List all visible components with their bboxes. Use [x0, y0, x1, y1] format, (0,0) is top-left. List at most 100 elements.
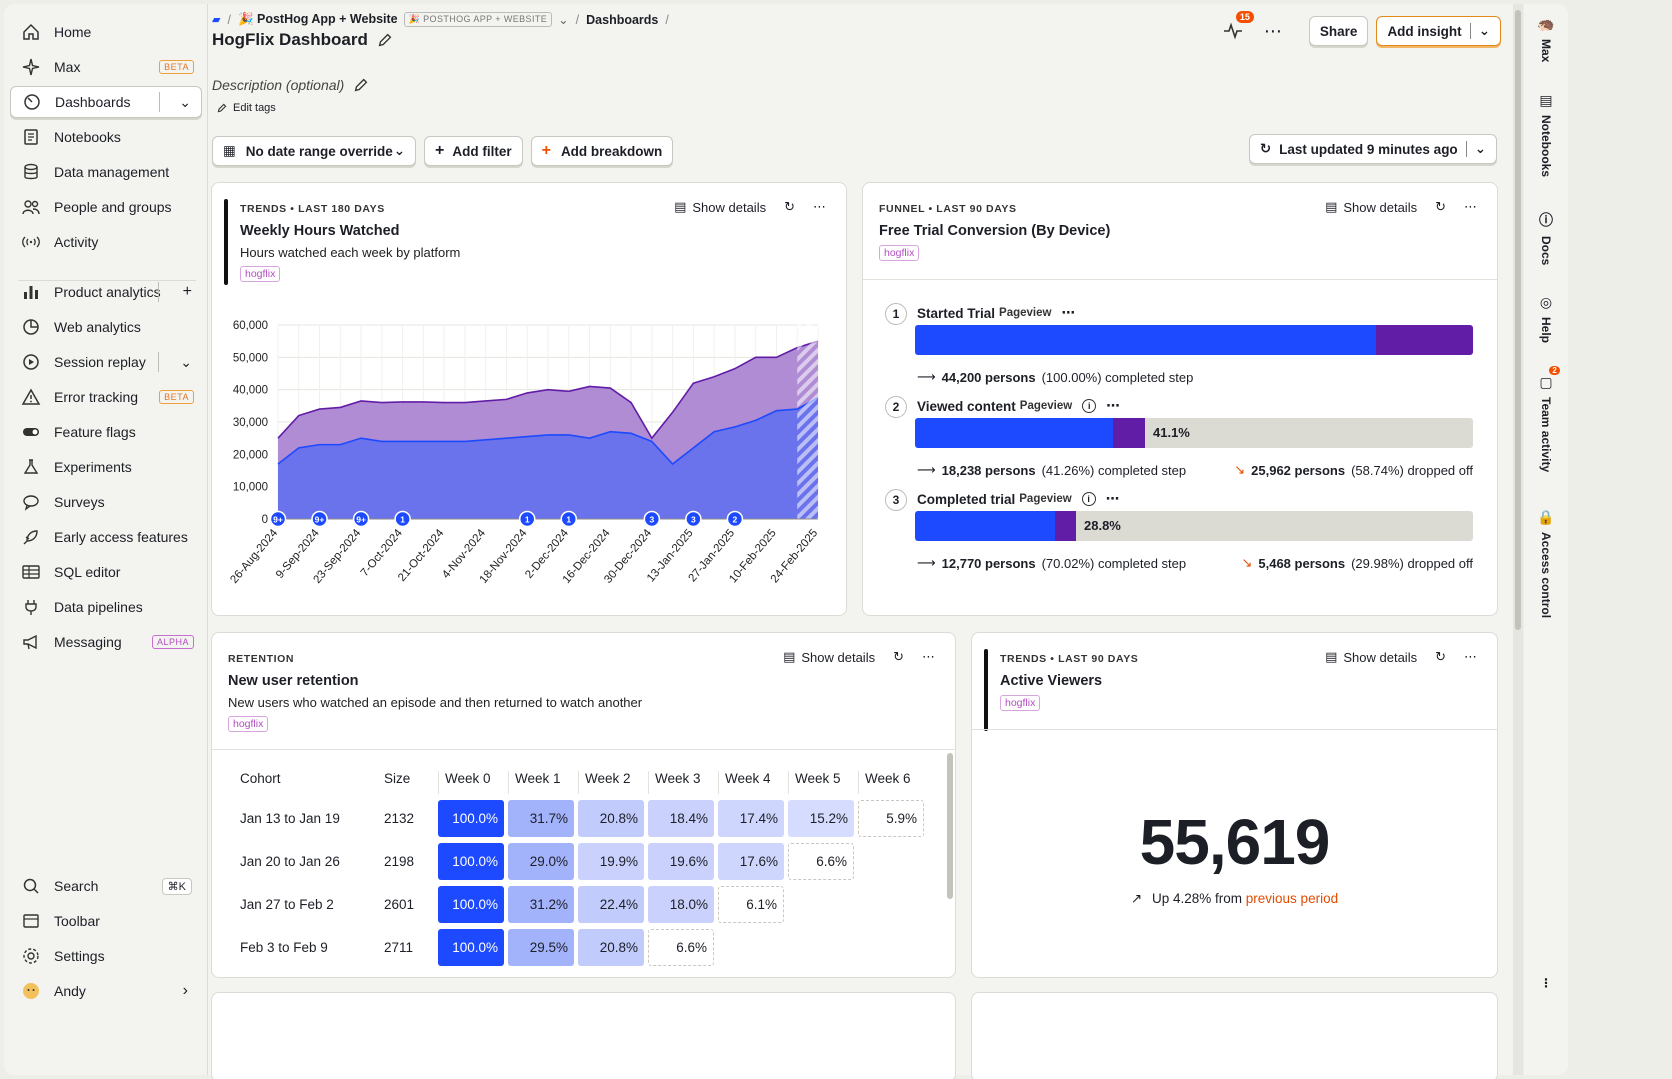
retention-cell[interactable]: 100.0% — [438, 800, 504, 837]
completed-count[interactable]: 18,238 persons — [941, 462, 1036, 478]
dashboard-title[interactable]: HogFlix Dashboard — [212, 30, 368, 49]
retention-cell[interactable]: 29.5% — [508, 929, 574, 966]
card-title[interactable]: Free Trial Conversion (By Device) — [879, 223, 1111, 239]
sidebar-item-people-and-groups[interactable]: People and groups — [10, 191, 202, 223]
show-details-button[interactable]: ▤ Show details — [1325, 199, 1417, 215]
table-scrollbar[interactable] — [947, 753, 953, 899]
retention-cell[interactable]: 31.7% — [508, 800, 574, 837]
breadcrumb-dashboards[interactable]: Dashboards — [586, 12, 659, 27]
refresh-icon[interactable]: ↻ — [1435, 649, 1446, 664]
completed-count[interactable]: 44,200 persons — [941, 369, 1036, 385]
retention-cell[interactable]: 15.2% — [788, 800, 854, 837]
edit-tags-button[interactable]: Edit tags — [216, 102, 276, 114]
sidebar-item-product-analytics[interactable]: Product analytics + — [10, 276, 202, 308]
sidebar-item-activity[interactable]: Activity — [10, 226, 202, 258]
more-icon[interactable]: ⋯ — [1464, 199, 1477, 214]
scrollbar-thumb[interactable] — [1515, 10, 1521, 630]
refresh-dashboard-button[interactable]: ↻ Last updated 9 minutes ago ⌄ — [1248, 134, 1497, 164]
retention-cell[interactable]: 6.6% — [648, 929, 714, 966]
retention-cell[interactable]: 20.8% — [578, 929, 644, 966]
breadcrumb-project[interactable]: 🎉 PostHog App + Website — [237, 12, 398, 26]
refresh-icon[interactable]: ↻ — [1435, 199, 1446, 214]
more-icon[interactable]: ⋯ — [813, 199, 826, 214]
funnel-bar[interactable]: 28.8% — [915, 511, 1473, 541]
sidebar-item-toolbar[interactable]: Toolbar — [10, 905, 202, 937]
add-filter-button[interactable]: + Add filter — [424, 136, 523, 166]
sidebar-item-error-tracking[interactable]: Error tracking BETA — [10, 381, 202, 413]
card-tag[interactable]: hogflix — [1000, 695, 1041, 711]
sidebar-item-search[interactable]: Search ⌘K — [10, 870, 202, 902]
more-icon[interactable]: ⋯ — [922, 649, 935, 664]
sidebar-item-home[interactable]: Home — [10, 16, 202, 48]
retention-cell[interactable]: 6.1% — [718, 886, 784, 923]
chevron-down-icon[interactable]: ⌄ — [1474, 141, 1486, 156]
funnel-bar[interactable] — [915, 325, 1473, 355]
more-icon[interactable]: ⋯ — [1061, 305, 1075, 320]
more-menu-icon[interactable]: ⋯ — [1263, 20, 1283, 41]
retention-cell[interactable]: 6.6% — [788, 843, 854, 880]
show-details-button[interactable]: ▤ Show details — [1325, 649, 1417, 665]
rail-item-notebooks[interactable]: ▤ Notebooks — [1530, 92, 1562, 177]
retention-cell[interactable]: 18.4% — [648, 800, 714, 837]
refresh-icon[interactable]: ↻ — [784, 199, 795, 214]
sidebar-item-web-analytics[interactable]: Web analytics — [10, 311, 202, 343]
show-details-button[interactable]: ▤ Show details — [783, 649, 875, 665]
info-icon[interactable]: i — [1081, 492, 1096, 506]
refresh-icon[interactable]: ↻ — [893, 649, 904, 664]
card-title[interactable]: Weekly Hours Watched — [240, 223, 400, 239]
retention-cell[interactable]: 100.0% — [438, 886, 504, 923]
retention-cell[interactable]: 100.0% — [438, 843, 504, 880]
more-icon[interactable]: ⋯ — [1464, 649, 1477, 664]
more-vertical-icon[interactable]: ⋮ — [1540, 976, 1552, 990]
retention-cell[interactable]: 20.8% — [578, 800, 644, 837]
sidebar-item-sql-editor[interactable]: SQL editor — [10, 556, 202, 588]
dropped-count[interactable]: 5,468 persons — [1258, 555, 1346, 571]
retention-cell[interactable]: 19.6% — [648, 843, 714, 880]
sidebar-item-settings[interactable]: Settings — [10, 940, 202, 972]
previous-period-link[interactable]: previous period — [1245, 891, 1339, 906]
chevron-down-icon[interactable]: ⌄ — [179, 93, 191, 110]
rail-item-help[interactable]: ◎ Help — [1530, 294, 1562, 343]
chevron-down-icon[interactable]: ⌄ — [180, 353, 192, 370]
retention-cell[interactable]: 5.9% — [858, 800, 924, 837]
add-breakdown-button[interactable]: + Add breakdown — [530, 136, 674, 166]
sidebar-item-messaging[interactable]: Messaging ALPHA — [10, 626, 202, 658]
card-tag[interactable]: hogflix — [879, 245, 920, 261]
sidebar-item-data-management[interactable]: Data management — [10, 156, 202, 188]
info-icon[interactable]: i — [1082, 399, 1097, 413]
chevron-right-icon[interactable]: › — [182, 982, 188, 999]
sidebar-item-data-pipelines[interactable]: Data pipelines — [10, 591, 202, 623]
activity-pulse-button[interactable]: 15 — [1222, 10, 1254, 44]
more-icon[interactable]: ⋯ — [1106, 398, 1120, 413]
sidebar-item-surveys[interactable]: Surveys — [10, 486, 202, 518]
retention-cell[interactable]: 29.0% — [508, 843, 574, 880]
funnel-bar[interactable]: 41.1% — [915, 418, 1473, 448]
sidebar-item-andy[interactable]: Andy › — [10, 975, 202, 1007]
sidebar-item-early-access-features[interactable]: Early access features — [10, 521, 202, 553]
retention-cell[interactable]: 17.4% — [718, 800, 784, 837]
card-tag[interactable]: hogflix — [240, 266, 281, 282]
rail-item-team-activity[interactable]: ▢ 2 Team activity — [1530, 366, 1562, 472]
retention-cell[interactable]: 19.9% — [578, 843, 644, 880]
retention-cell[interactable]: 17.6% — [718, 843, 784, 880]
date-range-button[interactable]: ▦ No date range override ⌄ — [212, 136, 416, 166]
retention-cell[interactable]: 18.0% — [648, 886, 714, 923]
retention-cell[interactable]: 22.4% — [578, 886, 644, 923]
card-tag[interactable]: hogflix — [228, 716, 269, 732]
table-row[interactable]: Feb 3 to Feb 9 2711 100.0% 29.5% 20.8% 6.6% — [234, 929, 924, 966]
rail-item-max[interactable]: 🦔 Max — [1530, 16, 1562, 62]
share-button[interactable]: Share — [1308, 16, 1369, 46]
table-row[interactable]: Jan 27 to Feb 2 2601 100.0% 31.2% 22.4% 18.0%… — [234, 886, 924, 923]
chevron-down-icon[interactable]: ⌄ — [1478, 23, 1490, 38]
plus-icon[interactable]: + — [182, 283, 192, 300]
sidebar-item-feature-flags[interactable]: Feature flags — [10, 416, 202, 448]
pencil-icon[interactable] — [376, 31, 394, 49]
more-icon[interactable]: ⋯ — [1105, 491, 1120, 506]
table-row[interactable]: Jan 13 to Jan 19 2132 100.0% 31.7% 20.8% 18.4… — [234, 800, 924, 837]
rail-item-access-control[interactable]: 🔒 Access control — [1530, 509, 1562, 618]
pencil-icon[interactable] — [352, 76, 370, 94]
show-details-button[interactable]: ▤ Show details — [674, 199, 766, 215]
retention-cell[interactable]: 31.2% — [508, 886, 574, 923]
chevron-down-icon[interactable]: ⌄ — [558, 13, 569, 27]
sidebar-item-max[interactable]: Max BETA — [10, 51, 202, 83]
